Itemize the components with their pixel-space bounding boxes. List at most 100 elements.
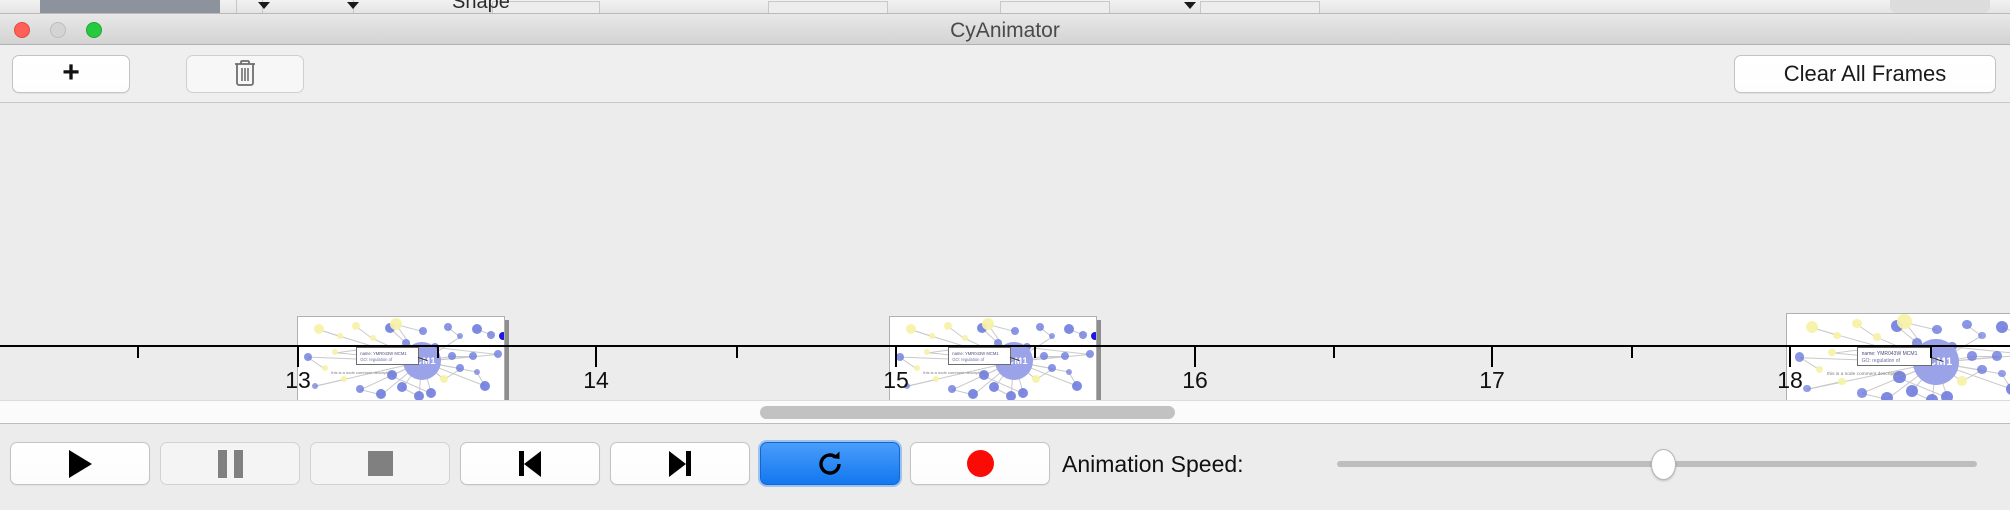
axis-tick-major [1194,347,1196,367]
animation-speed-label: Animation Speed: [1062,451,1244,477]
graph-node [928,333,935,340]
graph-node [1992,351,2002,362]
graph-node [1072,380,1083,391]
loop-button[interactable] [760,442,900,485]
graph-node [1957,376,1967,386]
graph-node [426,387,437,398]
pause-icon [217,449,243,478]
axis-tick-major [1491,347,1493,367]
graph-node [1039,351,1048,360]
graph-node [1852,318,1862,329]
graph-node [961,335,968,342]
graph-node [924,349,931,356]
axis-tick-minor [736,347,738,358]
graph-node [439,374,448,383]
graph-node [471,324,482,335]
record-icon [966,450,994,477]
frame-thumbnail[interactable]: MCM1 name: YMR043W MCM1 GO: regulation of t… [889,316,1097,400]
background-field [768,1,888,13]
graph-node [1005,391,1016,400]
graph-node-tooltip: name: YMR043W MCM1 GO: regulation of [1857,346,1932,366]
graph-node [336,333,343,340]
play-button[interactable] [10,442,150,485]
window-titlebar[interactable]: CyAnimator [0,14,2010,45]
graph-node [1060,351,1069,360]
graph-node-highlighted [1090,331,1096,340]
graph-node-highlighted [498,331,504,340]
graph-node [932,375,939,382]
graph-node [1085,349,1094,358]
clear-all-frames-button[interactable]: Clear All Frames [1734,55,1996,93]
close-button[interactable] [14,22,30,38]
minimize-button[interactable] [50,22,66,38]
graph-node [1995,321,2008,334]
add-frame-button[interactable]: + [12,55,130,93]
graph-node [1065,368,1072,375]
frame-thumbnail[interactable]: MCM1 name: YMR043W MCM1 GO: regulation of t… [1786,313,2010,400]
graph-node [2005,382,2010,395]
maximize-button[interactable] [86,22,102,38]
frame-caption: this is a node comment description [331,369,393,375]
axis-tick-major [1789,347,1791,367]
graph-node [1977,364,1987,375]
axis-tick-minor [1333,347,1335,358]
graph-node [1794,352,1805,362]
skip-to-end-button[interactable] [610,442,750,485]
graph-node [493,349,502,358]
graph-node [384,323,395,334]
graph-node [1880,392,1893,400]
graph-node [313,324,324,335]
timeline-scrollbar-thumb[interactable] [760,406,1175,419]
animation-speed-slider-thumb[interactable] [1651,449,1677,480]
graph-node [944,321,953,330]
graph-node [1815,366,1824,374]
graph-node [376,389,387,400]
graph-node [1967,351,1977,362]
graph-node [1897,314,1912,329]
record-button[interactable] [910,442,1050,485]
graph-node [457,333,464,340]
graph-node [896,352,905,361]
background-divider [236,0,237,13]
graph-node [1940,390,1953,400]
stop-button[interactable] [310,442,450,485]
play-icon [68,449,92,478]
graph-node [1803,385,1811,393]
timeline-scrollbar[interactable] [0,400,2010,424]
graph-node [1833,331,1841,339]
graph-edge [451,355,473,357]
skip-to-start-button[interactable] [460,442,600,485]
graph-node [1049,333,1056,340]
graph-node-tooltip-line: GO: regulation of [952,356,985,362]
timeline-panel[interactable]: MCM1 name: YMR043W MCM1 GO: regulation of t… [0,103,2010,400]
graph-node [402,339,411,348]
graph-node [304,352,313,361]
delete-frame-button[interactable] [186,55,304,93]
pause-button[interactable] [160,442,300,485]
axis-tick-label: 14 [583,367,609,393]
graph-edge [1806,381,1843,390]
axis-tick-minor [1034,347,1036,358]
animation-speed-slider[interactable] [1337,449,1977,480]
axis-tick-major [595,347,597,367]
graph-node [1018,387,1029,398]
axis-tick-minor [437,347,439,358]
background-chevron-icon [347,2,359,9]
graph-edge [906,378,936,387]
background-field [1000,1,1110,13]
background-chevron-icon [258,2,270,9]
frame-thumbnail[interactable]: MCM1 name: YMR043W MCM1 GO: regulation of t… [297,316,505,400]
cyanimator-window: CyAnimator + Clear All Frames MCM1 name: … [0,14,2010,510]
skip-back-icon [519,450,541,477]
frame-network-graph: MCM1 name: YMR043W MCM1 GO: regulation of t… [1787,314,2010,400]
graph-node [311,382,318,389]
graph-node [914,365,921,372]
graph-node [1912,337,1922,348]
timeline-axis [0,345,2010,347]
graph-node [1978,331,1986,339]
graph-node [369,335,376,342]
graph-node [978,370,989,381]
axis-tick-minor [1631,347,1633,358]
frame-caption: this is a node comment description [1827,371,1901,377]
skip-forward-icon [669,450,691,477]
